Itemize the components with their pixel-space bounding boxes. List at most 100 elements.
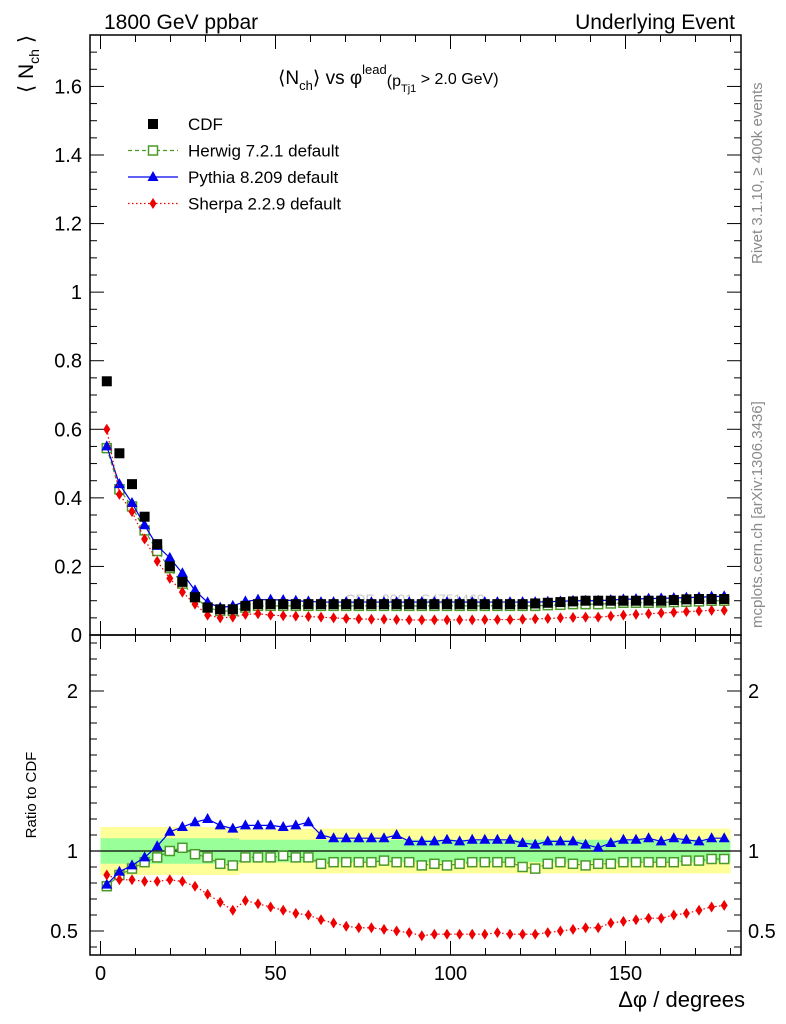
ratio-sherpa-point (355, 922, 363, 934)
ratio-sherpa-point (708, 901, 716, 913)
ratio-pythia-point (202, 813, 214, 823)
ratio-sherpa-point (657, 912, 665, 924)
ratio-pythia-point (227, 822, 239, 833)
main-sherpa-point (682, 606, 690, 618)
ratio-pythia-point (101, 878, 113, 889)
main-cdf-point (517, 599, 528, 610)
main-pythia-point (139, 519, 151, 530)
ratio-herwig-point (240, 852, 251, 863)
legend-label: Pythia 8.209 default (188, 168, 339, 187)
ratio-herwig-point (353, 856, 365, 868)
ratio-sherpa-point (531, 928, 539, 940)
ratio-herwig-point (580, 860, 591, 871)
ratio-herwig-point (492, 856, 503, 868)
main-cdf-point (202, 602, 213, 613)
ratio-pythia-point (630, 833, 642, 844)
main-cdf-point (152, 539, 163, 550)
main-sherpa-point (330, 612, 338, 624)
ratio-sherpa-point (254, 898, 262, 910)
main-sherpa-point (670, 606, 678, 618)
ratio-herwig-point (517, 861, 528, 873)
rivet-label: Rivet 3.1.10, ≥ 400k events (749, 82, 766, 264)
title-paren: (p (387, 73, 401, 90)
title-main: ⟨N (278, 68, 299, 89)
main-pythia-point (113, 478, 125, 489)
ratio-sherpa-point (191, 880, 199, 892)
axes: 0 50 100 150 0 0.2 0.4 0.6 0.8 1 1.2 1.4 1.6 0.5 0.5 1 1… (50, 35, 776, 985)
main-y-tick-label: 1.2 (54, 214, 82, 236)
ratio-sherpa-point (405, 927, 413, 939)
main-sherpa-point (607, 610, 615, 622)
ratio-sherpa-point (103, 869, 111, 881)
ratio-pythia-point (113, 865, 125, 876)
x-axis-label: Δφ / degrees (618, 987, 745, 1012)
mcplots-label: mcplots.cern.ch [arXiv:1306.3436] (749, 401, 766, 628)
main-herwig-line (106, 447, 725, 612)
ratio-sherpa-line (106, 874, 725, 937)
ratio-herwig-point (265, 852, 276, 863)
ratio-sherpa-point (128, 874, 136, 886)
ratio-pythia-point (214, 819, 226, 830)
main-sherpa-point (493, 614, 501, 626)
ratio-sherpa-point (456, 928, 464, 940)
main-series (101, 376, 730, 626)
main-cdf-point (568, 596, 578, 607)
main-y-tick-label: 0 (71, 625, 82, 647)
main-sherpa-point (430, 614, 438, 626)
ratio-herwig-point (328, 856, 339, 868)
ratio-pythia-point (265, 819, 277, 830)
main-sherpa-point (254, 608, 262, 620)
main-sherpa-point (556, 612, 564, 624)
main-sherpa-point (380, 613, 388, 625)
main-sherpa-point (216, 612, 224, 624)
main-cdf-point (681, 594, 692, 605)
main-cdf-point (492, 599, 503, 610)
main-sherpa-point (418, 614, 426, 626)
ratio-pythia-point (580, 838, 592, 849)
main-ylabel: ⟨ Nch ⟩ (15, 35, 42, 93)
main-y-tick-label: 0.6 (54, 419, 82, 441)
ratio-sherpa-point (493, 927, 501, 939)
ratio-pythia-point (302, 816, 314, 827)
ratio-panel-frame (89, 634, 742, 956)
header-right: Underlying Event (575, 11, 735, 34)
ratio-sherpa-point (141, 875, 149, 887)
title-paren-sub: Tj1 (401, 83, 416, 95)
main-y-tick-label: 1.6 (54, 76, 82, 98)
ratio-herwig-point (479, 856, 491, 868)
main-y-tick-label: 1.4 (54, 145, 82, 167)
main-cdf-point (530, 598, 541, 609)
ratio-pythia-point (353, 832, 365, 843)
main-cdf-point (593, 595, 604, 606)
ratio-herwig-point (567, 858, 579, 870)
ratio-herwig-point (277, 850, 289, 862)
legend-label: Herwig 7.2.1 default (188, 142, 339, 161)
ratio-sherpa-point (292, 907, 300, 919)
ratio-pythia-point (239, 819, 251, 830)
ratio-herwig-point (706, 853, 717, 865)
main-sherpa-point (544, 613, 552, 625)
main-cdf-point (366, 599, 377, 610)
main-sherpa-point (594, 611, 602, 623)
main-y-tick-label: 1 (71, 282, 82, 304)
main-sherpa-point (367, 613, 375, 625)
ratio-herwig-point (290, 852, 302, 863)
ratio-pythia-point (605, 837, 617, 847)
ratio-sherpa-point (317, 914, 325, 926)
ratio-pythia-point (378, 832, 390, 843)
ratio-pythia-point (126, 859, 138, 870)
ratio-ylabel: Ratio to CDF (23, 752, 40, 839)
main-sherpa-point (304, 610, 312, 622)
ratio-herwig-point (227, 860, 239, 871)
ratio-sherpa-point (632, 914, 640, 926)
ratio-sherpa-point (569, 923, 577, 935)
ratio-sherpa-point (166, 874, 174, 886)
main-sherpa-point (115, 488, 123, 500)
main-sherpa-point (645, 608, 653, 620)
main-cdf-point (416, 599, 427, 610)
main-pythia-point (101, 440, 113, 451)
ratio-sherpa-point (279, 904, 287, 916)
ratio-sherpa-point (468, 928, 476, 940)
ratio-sherpa-point (556, 925, 564, 937)
main-sherpa-point (267, 609, 275, 621)
